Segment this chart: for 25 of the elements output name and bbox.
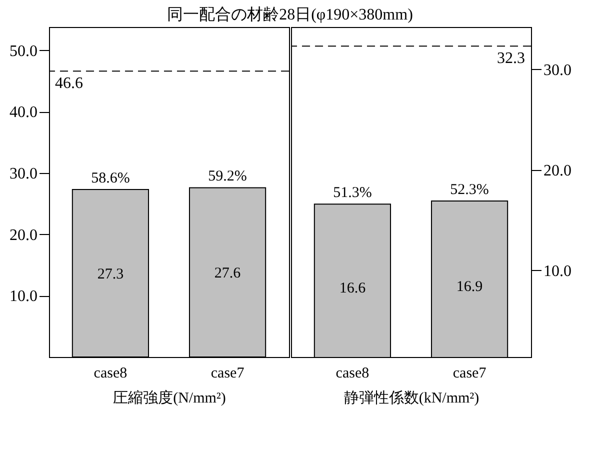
x-tick-label: case7 bbox=[210, 366, 245, 382]
ref-line-label: 46.6 bbox=[55, 75, 83, 92]
chart-title: 同一配合の材齢28日(φ190×380mm) bbox=[167, 6, 413, 24]
data-label: 16.6 bbox=[339, 280, 366, 297]
x-tick-label: case7 bbox=[452, 366, 487, 382]
x-tick-label: case8 bbox=[336, 366, 370, 382]
ref-line-label: 32.3 bbox=[497, 50, 525, 68]
x-axis-title: 圧縮強度(N/mm²) bbox=[113, 390, 226, 406]
text: 51.3% bbox=[333, 185, 372, 202]
x-tick-label: case8 bbox=[94, 366, 128, 382]
data-label: 16.9 bbox=[456, 279, 483, 296]
y-tick-label: 40.0 bbox=[10, 104, 38, 122]
y2-tick-label: 10.0 bbox=[544, 262, 572, 280]
y-tick-label: 50.0 bbox=[10, 42, 38, 60]
y-tick-label: 10.0 bbox=[10, 288, 38, 306]
text: 52.3% bbox=[450, 182, 489, 198]
data-label: 27.6 bbox=[214, 265, 242, 282]
y2-tick-label: 30.0 bbox=[544, 62, 572, 79]
data-label: 27.3 bbox=[97, 266, 124, 282]
text: 58.6% bbox=[91, 170, 130, 187]
y2-tick-label: 20.0 bbox=[544, 162, 572, 180]
y-tick-label: 30.0 bbox=[10, 165, 38, 182]
x-axis-title: 静弾性係数(kN/mm²) bbox=[344, 390, 480, 406]
y-tick-label: 20.0 bbox=[10, 226, 38, 244]
text: 59.2% bbox=[208, 168, 247, 185]
